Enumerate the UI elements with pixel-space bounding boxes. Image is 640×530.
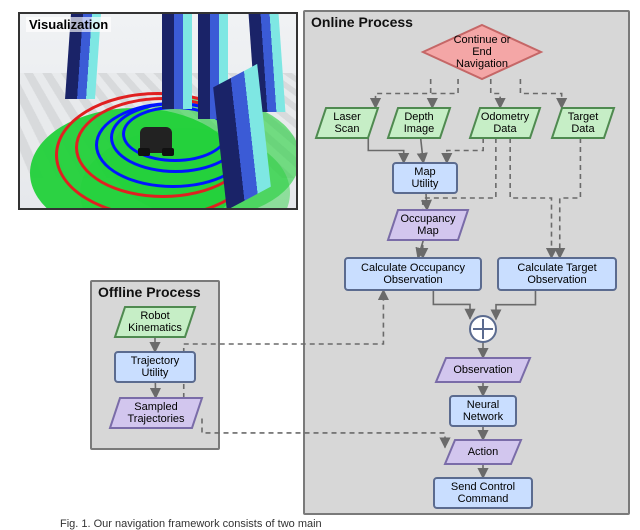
node-label-target: Target Data	[552, 108, 614, 138]
node-label-laser: Laser Scan	[316, 108, 378, 138]
node-label-nn: Neural Network	[450, 396, 516, 426]
node-label-action: Action	[445, 440, 521, 464]
node-label-calc_tgt: Calculate Target Observation	[498, 258, 616, 290]
node-label-depth: Depth Image	[388, 108, 450, 138]
online-title: Online Process	[311, 14, 413, 30]
visualization-title: Visualization	[26, 17, 111, 32]
node-label-robot_kin: Robot Kinematics	[115, 307, 195, 337]
node-label-obs: Observation	[436, 358, 530, 382]
edge-calc_occ-circle	[433, 290, 470, 319]
edge-depth-map_util	[421, 138, 424, 163]
edge-calc_tgt-circle	[496, 290, 535, 319]
node-label-sampled_traj: Sampled Trajectories	[110, 398, 202, 428]
dashed-edge-decision-odom	[491, 79, 500, 108]
dashed-edge-target-calc_tgt	[560, 138, 581, 258]
node-label-occ_map: Occupancy Map	[388, 210, 468, 240]
node-label-send: Send Control Command	[434, 478, 532, 508]
edge-laser-map_util	[368, 138, 403, 163]
dashed-edge-odom-map_util	[447, 138, 483, 163]
figure-caption: Fig. 1. Our navigation framework consist…	[60, 518, 580, 530]
node-label-calc_occ: Calculate Occupancy Observation	[345, 258, 481, 290]
offline-title: Offline Process	[98, 284, 201, 300]
node-label-decision: Continue or End Navigation	[423, 25, 541, 79]
node-label-map_util: Map Utility	[393, 163, 457, 193]
dashed-edge-decision-laser	[376, 79, 431, 108]
dashed-edge-decision-target	[520, 79, 561, 108]
dashed-edge-sampled_traj-calc_occ	[184, 290, 384, 398]
node-circle	[470, 316, 496, 342]
dashed-edge-odom-calc_tgt	[510, 138, 551, 258]
dashed-edge-sampled_traj-action	[202, 418, 445, 447]
node-label-traj_util: Trajectory Utility	[115, 352, 195, 382]
node-label-odom: Odometry Data	[470, 108, 540, 138]
dashed-edge-decision-depth	[432, 79, 458, 108]
edge-map_util-occ_map	[426, 193, 427, 210]
